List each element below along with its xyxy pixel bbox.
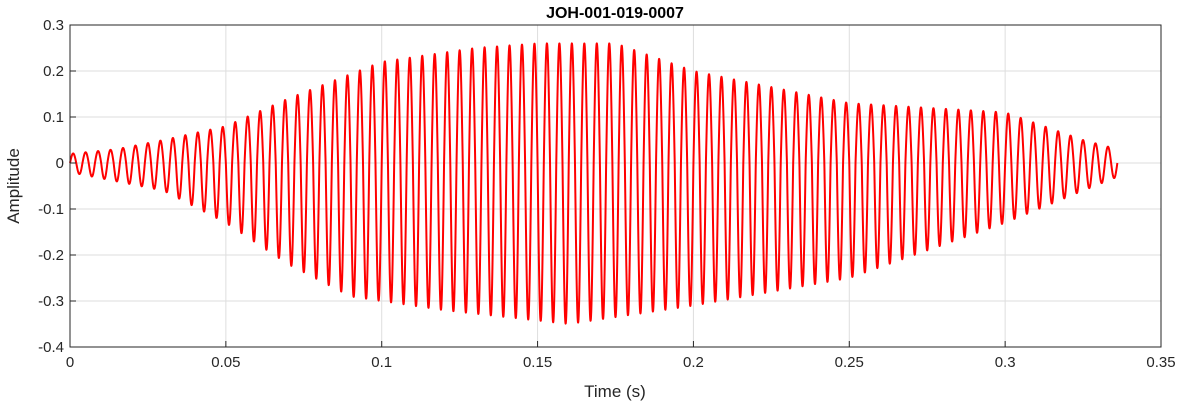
x-tick-label: 0.1 <box>371 354 392 371</box>
series-line <box>69 42 1119 325</box>
y-tick-label: -0.4 <box>38 339 64 356</box>
plot-frame <box>69 24 1162 348</box>
x-axis-label: Time (s) <box>584 382 646 401</box>
y-tick-label: -0.3 <box>38 293 64 310</box>
x-tick-label: 0.2 <box>683 354 704 371</box>
x-tick-label: 0.05 <box>211 354 240 371</box>
y-tick-label: 0 <box>56 155 64 172</box>
y-tick-label: -0.2 <box>38 247 64 264</box>
series-group <box>69 42 1119 325</box>
x-tick-label: 0 <box>66 354 74 371</box>
y-tick-label: 0.1 <box>43 109 64 126</box>
y-tick-label: 0.2 <box>43 63 64 80</box>
x-tick-label: 0.3 <box>995 354 1016 371</box>
y-axis-label: Amplitude <box>4 148 23 224</box>
x-tick-label: 0.25 <box>835 354 864 371</box>
y-tick-label: -0.1 <box>38 201 64 218</box>
chart-title: JOH-001-019-0007 <box>546 5 684 22</box>
y-tick-label: 0.3 <box>43 17 64 34</box>
x-tick-labels: 0 0.05 0.1 0.15 0.2 0.25 0.3 0.35 <box>66 354 1176 371</box>
x-tick-label: 0.35 <box>1146 354 1175 371</box>
x-tick-label: 0.15 <box>523 354 552 371</box>
ticks <box>69 24 1162 348</box>
y-tick-labels: -0.4 -0.3 -0.2 -0.1 0 0.1 0.2 0.3 <box>38 17 64 356</box>
